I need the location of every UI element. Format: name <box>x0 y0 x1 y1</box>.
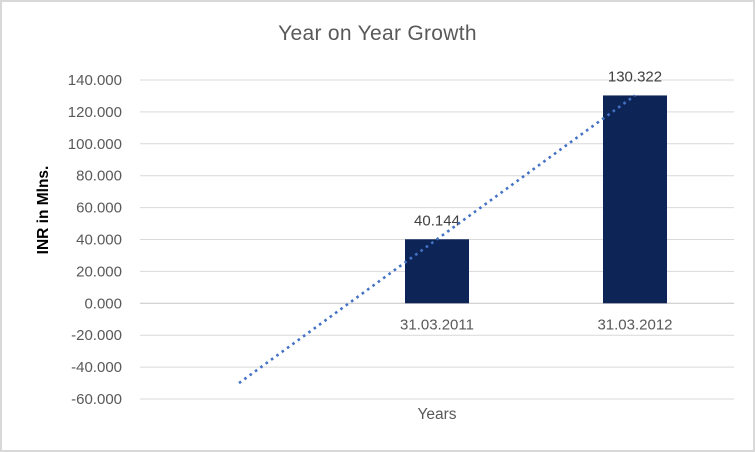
y-tick-label: 100.000 <box>68 136 122 153</box>
y-tick-label: -60.000 <box>71 391 122 408</box>
x-axis-title: Years <box>417 406 457 423</box>
y-tick-label: 20.000 <box>76 263 122 280</box>
trendline <box>238 94 636 385</box>
data-label: 130.322 <box>608 68 662 85</box>
y-tick-label: -40.000 <box>71 359 122 376</box>
y-tick-label: 40.000 <box>76 232 122 249</box>
x-tick-label: 31.03.2012 <box>597 316 672 333</box>
y-tick-label: 60.000 <box>76 200 122 217</box>
bar-31.03.2012 <box>603 95 667 304</box>
x-tick-label: 31.03.2011 <box>400 316 474 333</box>
y-tick-label: 140.000 <box>68 72 122 89</box>
bar-31.03.2011 <box>405 239 469 304</box>
data-label: 40.144 <box>414 212 460 229</box>
chart-title: Year on Year Growth <box>278 22 477 45</box>
y-tick-label: 80.000 <box>76 168 122 185</box>
y-tick-label: -20.000 <box>71 327 122 344</box>
y-tick-label: 120.000 <box>68 104 122 121</box>
y-tick-label: 0.000 <box>84 295 122 312</box>
